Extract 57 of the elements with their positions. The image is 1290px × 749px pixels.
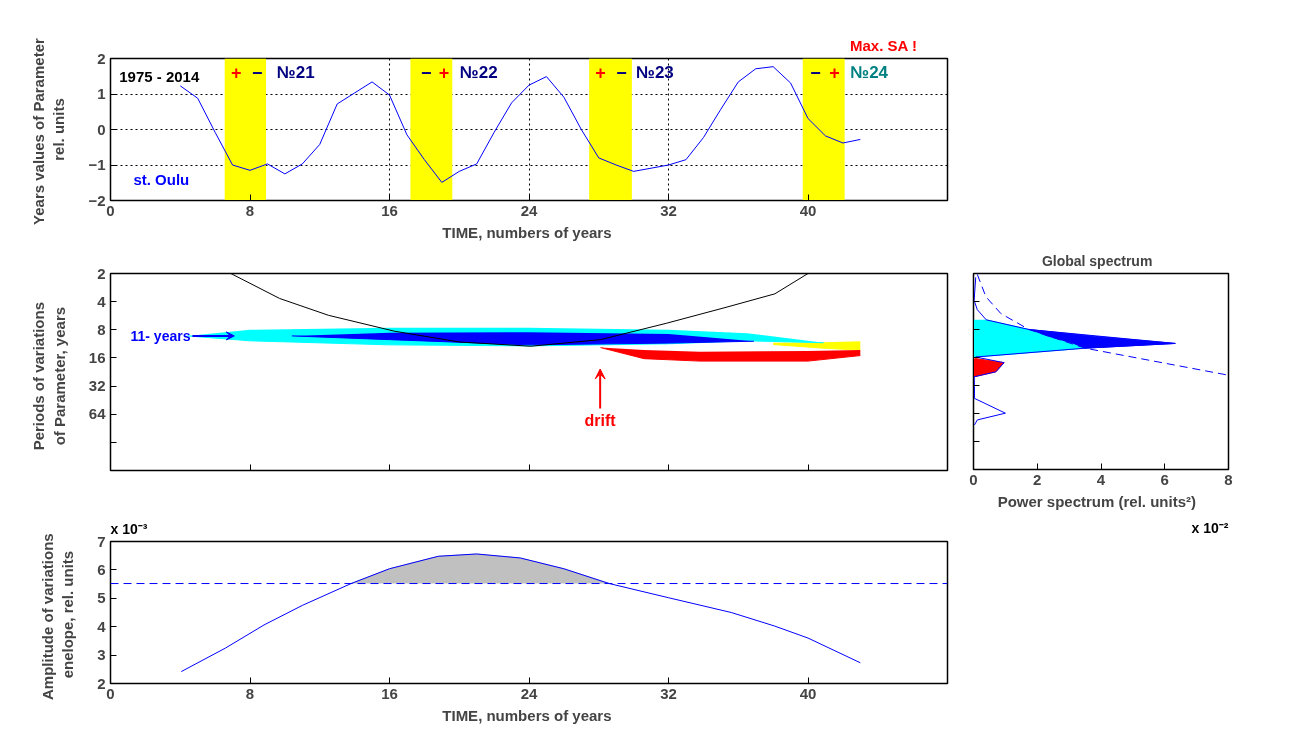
y-tick-label: 2	[97, 264, 106, 282]
x-axis-title: TIME, numbers of years	[442, 706, 612, 724]
annotation: −	[810, 63, 821, 84]
annotation: №22	[459, 63, 498, 83]
y-tick-label: 6	[97, 560, 106, 578]
x-tick-label: 32	[660, 201, 677, 219]
annotation: №23	[635, 63, 674, 83]
annotation: 1975 - 2014	[119, 67, 200, 85]
text: x 10⁻²	[1191, 519, 1229, 536]
x-axis-title: TIME, numbers of years	[442, 223, 612, 241]
y-axis-title: Periods of variations of Parameter, years	[30, 301, 68, 451]
y-tick-label: 3	[97, 646, 106, 664]
y-tick-label: 4	[97, 617, 107, 635]
x-tick-label: 32	[660, 684, 677, 702]
x-tick-label: 6	[1160, 470, 1169, 488]
annotation: −	[616, 63, 627, 84]
x-tick-label: 8	[245, 684, 255, 702]
annotation: №24	[850, 63, 889, 83]
x-tick-label: 4	[1096, 470, 1106, 488]
chart-title: Global spectrum	[1041, 252, 1153, 269]
x-tick-label: 8	[245, 201, 255, 219]
annotation: +	[438, 63, 450, 84]
x-tick-label: 40	[799, 684, 817, 702]
x-tick-label: 0	[969, 470, 978, 488]
annotation: −	[421, 63, 432, 84]
x-tick-label: 8	[1224, 470, 1233, 488]
x-tick-label: 24	[520, 684, 538, 702]
y-tick-label: 2	[97, 49, 106, 67]
annotation: №21	[276, 63, 315, 83]
annotation: −	[252, 63, 263, 84]
y-axis-title: Amplitude of variations enelope, rel. units	[38, 533, 77, 701]
y-tick-label: 5	[97, 589, 106, 607]
y-tick-label: 8	[97, 320, 106, 338]
y-tick-label: 1	[97, 85, 106, 102]
x-axis-title: Power spectrum (rel. units²)	[997, 492, 1197, 510]
annotation: 11- years	[130, 327, 191, 344]
y-tick-label: 32	[88, 377, 106, 395]
x-tick-label: 16	[381, 684, 398, 702]
annotation: +	[829, 63, 840, 84]
y-axis-title: Years values of Parameter rel. units	[30, 38, 68, 225]
annotation: st. Oulu	[133, 170, 190, 188]
annotation: +	[595, 63, 606, 84]
text: Max. SA !	[849, 36, 917, 54]
x-tick-label: 40	[799, 201, 817, 219]
y-tick-label: 64	[88, 405, 107, 423]
text: x 10⁻³	[110, 520, 148, 537]
y-tick-label: 7	[97, 532, 106, 550]
y-tick-label: 0	[97, 120, 106, 138]
y-tick-label: −1	[88, 156, 106, 173]
x-tick-label: 24	[520, 201, 538, 219]
annotation: +	[231, 63, 242, 84]
x-tick-label: 2	[1033, 470, 1042, 488]
x-tick-label: 16	[381, 201, 398, 219]
y-tick-label: 4	[97, 292, 107, 310]
y-tick-label: 16	[88, 348, 106, 366]
y-tick-label: −2	[88, 191, 106, 209]
annotation: drift	[584, 412, 617, 430]
